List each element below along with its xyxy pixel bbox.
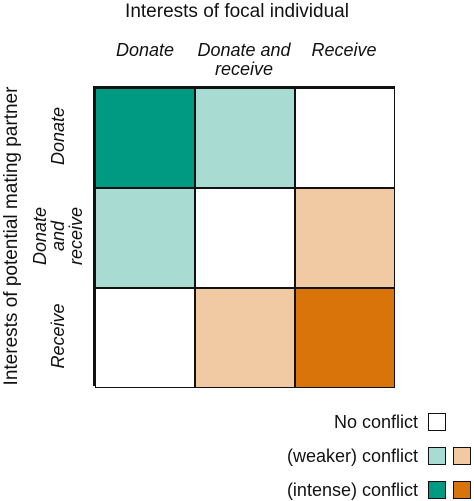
column-axis-title: Interests of focal individual xyxy=(125,1,349,22)
legend-swatch-intense-orange xyxy=(453,481,471,499)
column-label-donate-and-receive: Donate and receive xyxy=(197,40,291,79)
matrix-cell-r2-c1 xyxy=(95,188,195,288)
matrix-cell-r3-c2 xyxy=(195,288,295,388)
legend-weaker-conflict-label: (weaker) conflict xyxy=(286,446,418,466)
matrix-cell-r2-c3 xyxy=(295,188,395,288)
conflict-matrix xyxy=(93,86,395,388)
legend-swatch-weak-teal xyxy=(428,447,446,465)
matrix-cell-r1-c3 xyxy=(295,88,395,188)
row-label-donate-and-receive: Donate and receive xyxy=(30,206,86,266)
column-label-donate: Donate xyxy=(115,40,175,60)
column-label-receive: Receive xyxy=(311,40,377,60)
matrix-cell-r2-c2 xyxy=(195,188,295,288)
matrix-cell-r1-c1 xyxy=(95,88,195,188)
legend-intense-conflict-label: (intense) conflict xyxy=(286,480,418,500)
row-axis-title: Interests of potential mating partner xyxy=(1,86,22,386)
matrix-cell-r3-c1 xyxy=(95,288,195,388)
matrix-cell-r1-c2 xyxy=(195,88,295,188)
legend-no-conflict-label: No conflict xyxy=(333,412,418,432)
legend-swatch-intense-teal xyxy=(428,481,446,499)
row-label-donate: Donate xyxy=(48,106,68,166)
row-label-receive: Receive xyxy=(48,303,68,369)
legend-swatch-weak-orange xyxy=(453,447,471,465)
legend-swatch-none xyxy=(428,413,446,431)
matrix-cell-r3-c3 xyxy=(295,288,395,388)
